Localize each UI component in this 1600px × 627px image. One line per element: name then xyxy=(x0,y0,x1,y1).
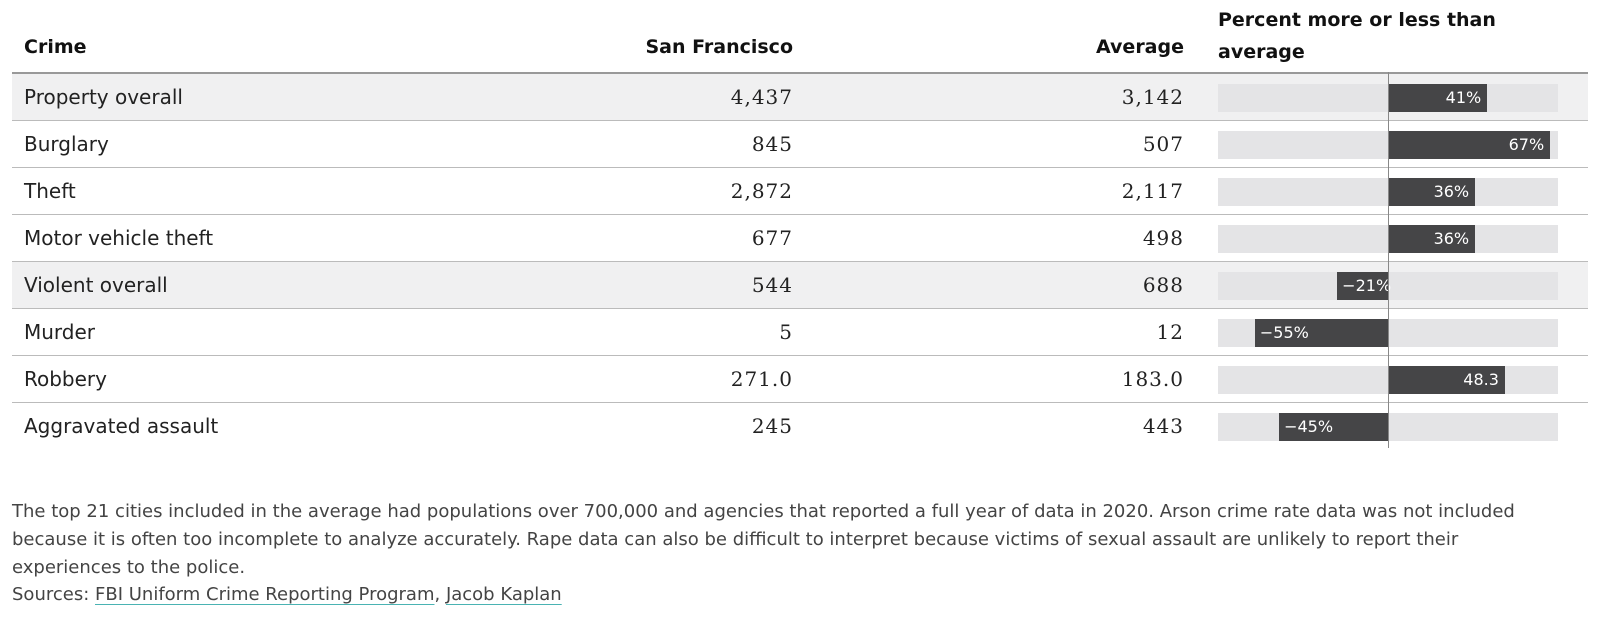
sources-separator: , xyxy=(434,584,446,605)
table-header: Crime San Francisco Average Percent more… xyxy=(12,0,1588,74)
table-row: Robbery 271.0 183.0 48.3 xyxy=(12,356,1588,403)
sources-prefix: Sources: xyxy=(12,584,95,605)
table-row: Burglary 845 507 67% xyxy=(12,121,1588,168)
header-percent-line1: Percent more or less than xyxy=(1218,9,1496,31)
bar-fill xyxy=(1388,131,1551,159)
cell-average-value: 507 xyxy=(1142,132,1184,156)
bar-label: 36% xyxy=(1433,182,1470,201)
bar-label: 48.3 xyxy=(1463,370,1499,389)
cell-city-value: 245 xyxy=(751,414,793,438)
cell-city-value: 544 xyxy=(751,273,793,297)
cell-average-value: 3,142 xyxy=(1121,85,1184,109)
cell-crime: Robbery xyxy=(24,367,107,391)
cell-city-value: 2,872 xyxy=(730,179,793,203)
bar-label: 67% xyxy=(1508,135,1545,154)
footnote: The top 21 cities included in the averag… xyxy=(12,501,1515,578)
bar-fill xyxy=(1388,225,1476,253)
bar-fill xyxy=(1388,84,1488,112)
bar-label: 41% xyxy=(1445,88,1482,107)
cell-crime: Theft xyxy=(24,179,76,203)
cell-city-value: 677 xyxy=(751,226,793,250)
cell-average-value: 183.0 xyxy=(1121,367,1184,391)
table-row: Property overall 4,437 3,142 41% xyxy=(12,74,1588,121)
cell-crime: Murder xyxy=(24,320,96,344)
cell-average-value: 12 xyxy=(1156,320,1184,344)
zero-baseline xyxy=(1388,72,1389,448)
cell-crime: Motor vehicle theft xyxy=(24,226,214,250)
table-row: Aggravated assault 245 443 −45% xyxy=(12,403,1588,449)
header-average: Average xyxy=(1096,36,1184,58)
source-link-fbi[interactable]: FBI Uniform Crime Reporting Program xyxy=(95,584,435,605)
cell-crime: Property overall xyxy=(24,85,183,109)
bar-label: −55% xyxy=(1259,323,1309,342)
header-percent: Percent more or less than average xyxy=(1218,4,1508,68)
table-row: Violent overall 544 688 −21% xyxy=(12,262,1588,309)
header-crime: Crime xyxy=(24,36,87,58)
bar-fill xyxy=(1388,366,1505,394)
cell-crime: Aggravated assault xyxy=(24,414,219,438)
cell-city-value: 845 xyxy=(751,132,793,156)
bar-label: −45% xyxy=(1284,417,1334,436)
cell-crime: Violent overall xyxy=(24,273,168,297)
bar-fill xyxy=(1279,413,1388,441)
table-row: Murder 5 12 −55% xyxy=(12,309,1588,356)
bar-fill xyxy=(1388,178,1476,206)
bar-label: 36% xyxy=(1433,229,1470,248)
table-row: Theft 2,872 2,117 36% xyxy=(12,168,1588,215)
source-link-kaplan[interactable]: Jacob Kaplan xyxy=(445,584,562,605)
crime-comparison-table: Crime San Francisco Average Percent more… xyxy=(12,0,1588,449)
cell-city-value: 4,437 xyxy=(730,85,793,109)
sources-line: Sources: FBI Uniform Crime Reporting Pro… xyxy=(12,584,562,605)
cell-city-value: 271.0 xyxy=(730,367,793,391)
cell-average-value: 2,117 xyxy=(1121,179,1184,203)
header-percent-line2: average xyxy=(1218,41,1305,63)
table-row: Motor vehicle theft 677 498 36% xyxy=(12,215,1588,262)
cell-city-value: 5 xyxy=(779,320,793,344)
cell-average-value: 498 xyxy=(1142,226,1184,250)
cell-crime: Burglary xyxy=(24,132,109,156)
table-body: Property overall 4,437 3,142 41% Burglary 845… xyxy=(12,74,1588,449)
cell-average-value: 688 xyxy=(1142,273,1184,297)
cell-average-value: 443 xyxy=(1142,414,1184,438)
bar-label: −21% xyxy=(1342,276,1392,295)
header-city: San Francisco xyxy=(645,36,793,58)
bar-fill xyxy=(1337,272,1388,300)
bar-fill xyxy=(1254,319,1388,347)
